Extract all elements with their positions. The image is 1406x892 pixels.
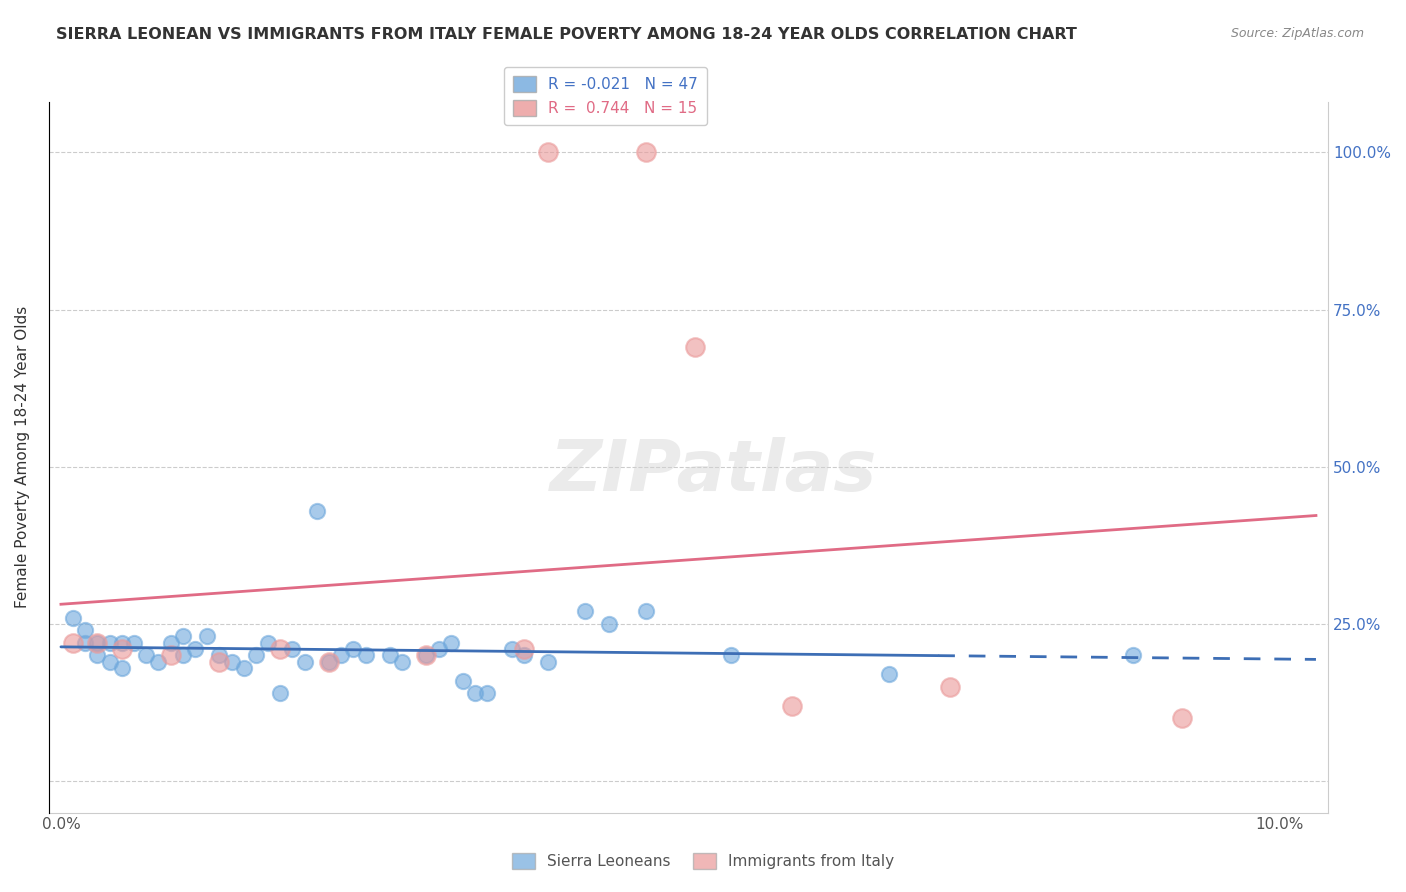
Point: [245, 648, 267, 663]
Point: [1122, 648, 1144, 663]
Point: [318, 655, 340, 669]
Point: [62, 610, 84, 624]
Point: [513, 642, 536, 657]
Point: [318, 655, 340, 669]
Point: [342, 642, 364, 657]
Point: [195, 630, 218, 644]
Point: [294, 655, 316, 669]
Text: ZIPatlas: ZIPatlas: [550, 437, 877, 506]
Point: [634, 604, 657, 618]
Point: [86, 636, 108, 650]
Point: [391, 655, 413, 669]
Point: [111, 642, 134, 657]
Point: [86, 648, 108, 663]
Point: [232, 661, 254, 675]
Point: [477, 686, 499, 700]
Point: [354, 648, 377, 663]
Point: [269, 642, 291, 657]
Text: SIERRA LEONEAN VS IMMIGRANTS FROM ITALY FEMALE POVERTY AMONG 18-24 YEAR OLDS COR: SIERRA LEONEAN VS IMMIGRANTS FROM ITALY …: [56, 27, 1077, 42]
Point: [683, 340, 706, 354]
Point: [1171, 711, 1194, 725]
Point: [135, 648, 157, 663]
Point: [98, 636, 121, 650]
Point: [148, 655, 170, 669]
Point: [159, 636, 181, 650]
Point: [634, 145, 657, 160]
Point: [281, 642, 304, 657]
Point: [378, 648, 401, 663]
Point: [574, 604, 596, 618]
Point: [598, 616, 620, 631]
Point: [111, 661, 134, 675]
Point: [75, 624, 97, 638]
Point: [939, 680, 962, 694]
Point: [122, 636, 145, 650]
Point: [427, 642, 450, 657]
Legend: R = -0.021   N = 47, R =  0.744   N = 15: R = -0.021 N = 47, R = 0.744 N = 15: [503, 67, 707, 125]
Point: [415, 648, 437, 663]
Point: [879, 667, 901, 681]
Point: [415, 648, 437, 663]
Point: [464, 686, 486, 700]
Point: [537, 655, 560, 669]
Point: [501, 642, 523, 657]
Point: [184, 642, 207, 657]
Point: [780, 698, 803, 713]
Point: [513, 648, 536, 663]
Point: [208, 648, 231, 663]
Point: [451, 673, 474, 688]
Point: [172, 630, 194, 644]
Point: [62, 636, 84, 650]
Point: [98, 655, 121, 669]
Point: [111, 636, 134, 650]
Point: [440, 636, 463, 650]
Point: [305, 504, 328, 518]
Point: [159, 648, 181, 663]
Point: [208, 655, 231, 669]
Y-axis label: Female Poverty Among 18-24 Year Olds: Female Poverty Among 18-24 Year Olds: [15, 306, 30, 608]
Point: [269, 686, 291, 700]
Point: [537, 145, 560, 160]
Point: [330, 648, 353, 663]
Point: [75, 636, 97, 650]
Point: [172, 648, 194, 663]
Point: [720, 648, 742, 663]
Point: [257, 636, 280, 650]
Legend: Sierra Leoneans, Immigrants from Italy: Sierra Leoneans, Immigrants from Italy: [506, 847, 900, 875]
Point: [86, 636, 108, 650]
Point: [221, 655, 243, 669]
Text: Source: ZipAtlas.com: Source: ZipAtlas.com: [1230, 27, 1364, 40]
